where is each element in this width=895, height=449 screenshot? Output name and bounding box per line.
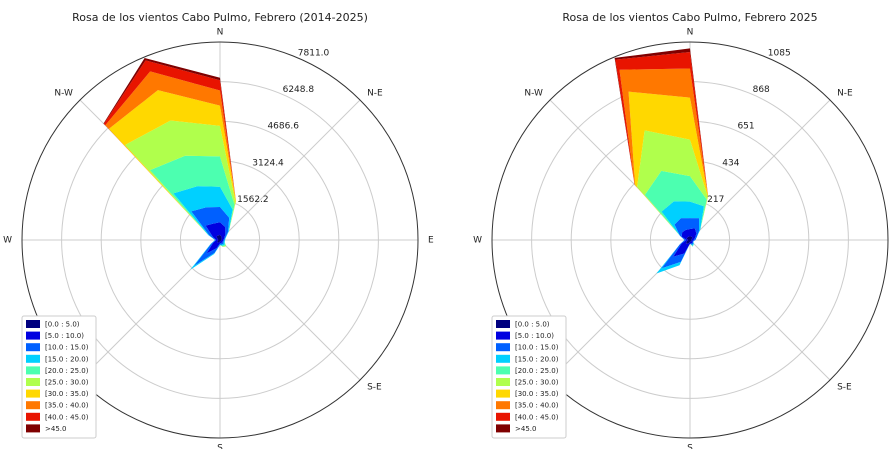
grid-circle bbox=[21, 41, 419, 439]
legend-swatch bbox=[26, 412, 40, 421]
chart-title: Rosa de los vientos Cabo Pulmo, Febrero … bbox=[72, 11, 368, 24]
legend-label: >45.0 bbox=[45, 425, 66, 433]
radial-tick-label: 217 bbox=[707, 195, 724, 205]
legend-swatch bbox=[496, 343, 510, 352]
wind-area bbox=[216, 234, 222, 243]
legend-label: [40.0 : 45.0) bbox=[45, 413, 89, 421]
windrose: Rosa de los vientos Cabo Pulmo, Febrero … bbox=[473, 11, 889, 449]
legend-label: [5.0 : 10.0) bbox=[45, 332, 84, 340]
legend-label: [20.0 : 25.0) bbox=[45, 367, 89, 375]
legend-label: [30.0 : 35.0) bbox=[515, 390, 559, 398]
wind-area bbox=[191, 207, 230, 266]
direction-label: N bbox=[687, 28, 694, 38]
wind-area bbox=[644, 170, 707, 274]
direction-label: N-W bbox=[54, 88, 73, 98]
legend-swatch bbox=[26, 378, 40, 386]
radial-tick-label: 651 bbox=[737, 122, 754, 132]
radial-tick-label: 4686.6 bbox=[267, 122, 299, 132]
legend-label: [15.0 : 20.0) bbox=[45, 355, 89, 363]
legend-swatch bbox=[26, 331, 40, 340]
wind-area bbox=[656, 201, 704, 274]
legend-swatch bbox=[496, 354, 510, 363]
legend-swatch bbox=[26, 354, 40, 363]
legend-swatch bbox=[496, 401, 510, 410]
legend-box bbox=[21, 315, 97, 439]
spoke bbox=[219, 239, 361, 381]
legend-label: [25.0 : 30.0) bbox=[45, 379, 89, 387]
wind-area bbox=[637, 130, 708, 274]
spoke bbox=[219, 99, 361, 241]
direction-label: W bbox=[3, 236, 12, 246]
legend-label: [10.0 : 15.0) bbox=[45, 344, 89, 352]
legend-swatch bbox=[496, 389, 510, 398]
direction-label: S-E bbox=[367, 383, 382, 393]
wind-area bbox=[125, 120, 236, 270]
legend-swatch bbox=[496, 378, 510, 386]
legend-swatch bbox=[26, 401, 40, 410]
spoke bbox=[689, 239, 831, 381]
radial-tick-label: 7811.0 bbox=[298, 49, 330, 59]
legend-label: [35.0 : 40.0) bbox=[515, 402, 559, 410]
legend-label: [30.0 : 35.0) bbox=[45, 390, 89, 398]
legend-label: [35.0 : 40.0) bbox=[45, 402, 89, 410]
wind-area bbox=[673, 228, 697, 257]
grid-circle bbox=[491, 41, 889, 439]
radial-tick-label: 1085 bbox=[768, 49, 791, 59]
legend-label: [40.0 : 45.0) bbox=[515, 413, 559, 421]
wind-area bbox=[628, 91, 709, 274]
legend-label: >45.0 bbox=[515, 425, 536, 433]
legend-swatch bbox=[26, 366, 40, 375]
legend-swatch bbox=[496, 320, 510, 328]
radial-tick-label: 3124.4 bbox=[252, 158, 284, 168]
direction-label: E bbox=[428, 236, 434, 246]
spoke bbox=[689, 99, 831, 241]
legend-swatch bbox=[26, 424, 40, 433]
windrose: Rosa de los vientos Cabo Pulmo, Febrero … bbox=[3, 11, 434, 449]
legend-swatch bbox=[496, 424, 510, 433]
legend-swatch bbox=[496, 412, 510, 421]
wind-area bbox=[619, 68, 709, 274]
direction-label: N bbox=[217, 28, 224, 38]
direction-label: W bbox=[473, 236, 482, 246]
wind-area bbox=[173, 186, 233, 270]
legend-swatch bbox=[26, 343, 40, 352]
wind-area bbox=[205, 222, 226, 254]
direction-label: N-E bbox=[837, 88, 853, 98]
direction-label: S bbox=[687, 444, 693, 449]
legend-label: [15.0 : 20.0) bbox=[515, 355, 559, 363]
legend-swatch bbox=[496, 366, 510, 375]
direction-label: S bbox=[217, 444, 223, 449]
legend-swatch bbox=[496, 331, 510, 340]
direction-label: N-W bbox=[524, 88, 543, 98]
direction-label: S-E bbox=[837, 383, 852, 393]
wind-area bbox=[150, 155, 235, 270]
radial-tick-label: 868 bbox=[753, 85, 770, 95]
wind-area bbox=[661, 218, 700, 269]
radial-tick-label: 434 bbox=[722, 158, 739, 168]
legend-swatch bbox=[26, 320, 40, 328]
legend-label: [0.0 : 5.0) bbox=[515, 321, 550, 329]
chart-title: Rosa de los vientos Cabo Pulmo, Febrero … bbox=[562, 11, 817, 24]
direction-label: N-E bbox=[367, 88, 383, 98]
legend-swatch bbox=[26, 389, 40, 398]
radial-tick-label: 1562.2 bbox=[237, 195, 269, 205]
legend-label: [20.0 : 25.0) bbox=[515, 367, 559, 375]
legend-label: [0.0 : 5.0) bbox=[45, 321, 80, 329]
legend-box bbox=[491, 315, 567, 439]
legend-label: [10.0 : 15.0) bbox=[515, 344, 559, 352]
legend-label: [5.0 : 10.0) bbox=[515, 332, 554, 340]
wind-area bbox=[686, 236, 693, 244]
wind-area bbox=[108, 90, 237, 270]
legend-label: [25.0 : 30.0) bbox=[515, 379, 559, 387]
radial-tick-label: 6248.8 bbox=[283, 85, 315, 95]
